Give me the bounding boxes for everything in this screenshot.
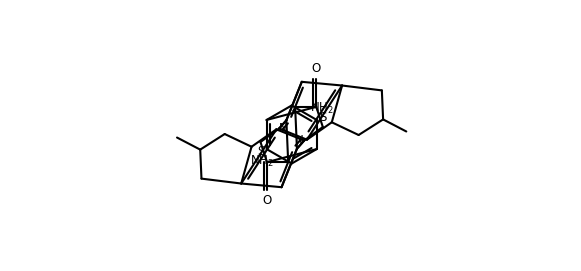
Text: NH$_2$: NH$_2$: [250, 153, 274, 169]
Text: NH$_2$: NH$_2$: [310, 101, 333, 116]
Text: O: O: [311, 62, 321, 75]
Text: S: S: [319, 111, 327, 124]
Text: O: O: [263, 194, 272, 207]
Text: S: S: [257, 145, 264, 158]
Text: N: N: [279, 122, 288, 135]
Text: N: N: [295, 134, 304, 147]
